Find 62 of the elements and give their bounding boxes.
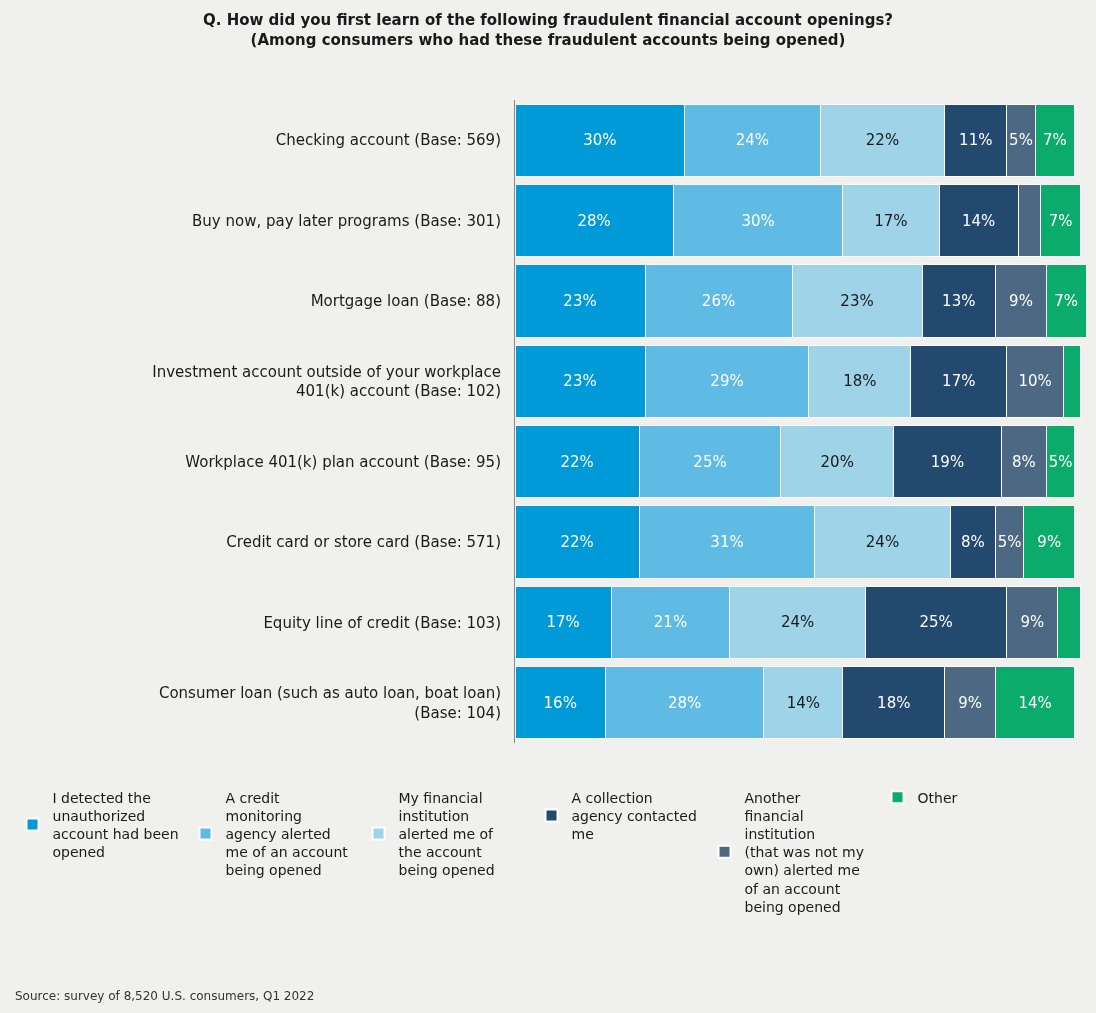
data-label: 23% bbox=[563, 372, 597, 391]
data-label: 18% bbox=[877, 693, 911, 712]
data-label: 24% bbox=[865, 533, 900, 552]
chart-subtitle: (Among consumers who had these fraudulent accounts being opened) bbox=[250, 30, 846, 49]
y-tick-label: Consumer loan (such as auto loan, boat loan) (Base: 104) bbox=[158, 684, 501, 722]
data-label: 28% bbox=[667, 693, 702, 712]
data-label: 20% bbox=[820, 452, 854, 471]
y-tick-label: Buy now, pay later programs (Base: 301) bbox=[192, 211, 501, 230]
data-label: 5% bbox=[1009, 131, 1033, 150]
data-label: 10% bbox=[1018, 372, 1052, 391]
data-label: 17% bbox=[942, 372, 976, 391]
legend-label: A collection agency contacted me bbox=[571, 789, 697, 843]
data-label: 22% bbox=[560, 452, 594, 471]
y-tick-label: Workplace 401(k) plan account (Base: 95) bbox=[185, 452, 501, 471]
legend-label: I detected the unauthorized account had been opened bbox=[52, 789, 179, 861]
data-label: 22% bbox=[865, 131, 900, 150]
data-label: 11% bbox=[959, 131, 993, 150]
data-label: 30% bbox=[741, 211, 775, 230]
data-label: 8% bbox=[961, 533, 985, 552]
data-label: 14% bbox=[961, 211, 996, 230]
data-label: 9% bbox=[1037, 533, 1062, 552]
data-label: 25% bbox=[919, 613, 953, 632]
data-label: 7% bbox=[1054, 291, 1079, 310]
y-tick-label: Checking account (Base: 569) bbox=[275, 131, 501, 150]
data-label: 18% bbox=[843, 372, 877, 391]
y-tick-label: Mortgage loan (Base: 88) bbox=[310, 292, 501, 311]
data-label: 5% bbox=[1048, 452, 1073, 471]
data-label: 28% bbox=[577, 211, 611, 230]
data-label: 23% bbox=[563, 291, 597, 310]
data-label: 14% bbox=[1018, 693, 1052, 712]
data-label: 24% bbox=[781, 613, 815, 632]
data-label: 25% bbox=[693, 452, 727, 471]
legend-label: Another financial institution (that was not my own) alerted me of an account being opened bbox=[744, 789, 864, 915]
y-tick-label: Investment account outside of your workplace 401(k) account (Base: 102) bbox=[152, 362, 501, 401]
data-label: 8% bbox=[1011, 452, 1036, 471]
data-label: 24% bbox=[735, 131, 770, 150]
chart-title: Q. How did you first learn of the following fraudulent financial account openings? bbox=[202, 11, 894, 30]
y-tick-label: Credit card or store card (Base: 571) bbox=[226, 533, 501, 552]
y-tick-label: Equity line of credit (Base: 103) bbox=[263, 613, 501, 632]
data-label: 13% bbox=[942, 291, 976, 310]
data-label: 14% bbox=[786, 693, 820, 712]
data-label: 31% bbox=[710, 533, 744, 552]
data-label: 7% bbox=[1048, 211, 1073, 230]
data-label: 23% bbox=[840, 291, 874, 310]
legend-label: A credit monitoring agency alerted me of an account being opened bbox=[225, 789, 349, 879]
data-label: 17% bbox=[546, 613, 580, 632]
data-label: 22% bbox=[560, 533, 594, 552]
data-label: 9% bbox=[1020, 613, 1045, 632]
legend-label: My financial institution alerted me of the account being opened bbox=[398, 789, 495, 879]
data-label: 17% bbox=[874, 211, 908, 230]
data-label: 16% bbox=[543, 693, 577, 712]
data-label: 19% bbox=[930, 452, 965, 471]
data-label: 9% bbox=[958, 693, 982, 712]
data-label: 29% bbox=[710, 372, 744, 391]
data-label: 5% bbox=[997, 533, 1022, 552]
data-label: 21% bbox=[653, 613, 688, 632]
legend-label: Other bbox=[917, 789, 958, 806]
data-label: 26% bbox=[701, 291, 736, 310]
data-label: 30% bbox=[583, 131, 617, 150]
source-note: Source: survey of 8,520 U.S. consumers, Q1 2022 bbox=[15, 989, 315, 1003]
data-label: 9% bbox=[1009, 291, 1033, 310]
data-label: 7% bbox=[1043, 131, 1067, 150]
